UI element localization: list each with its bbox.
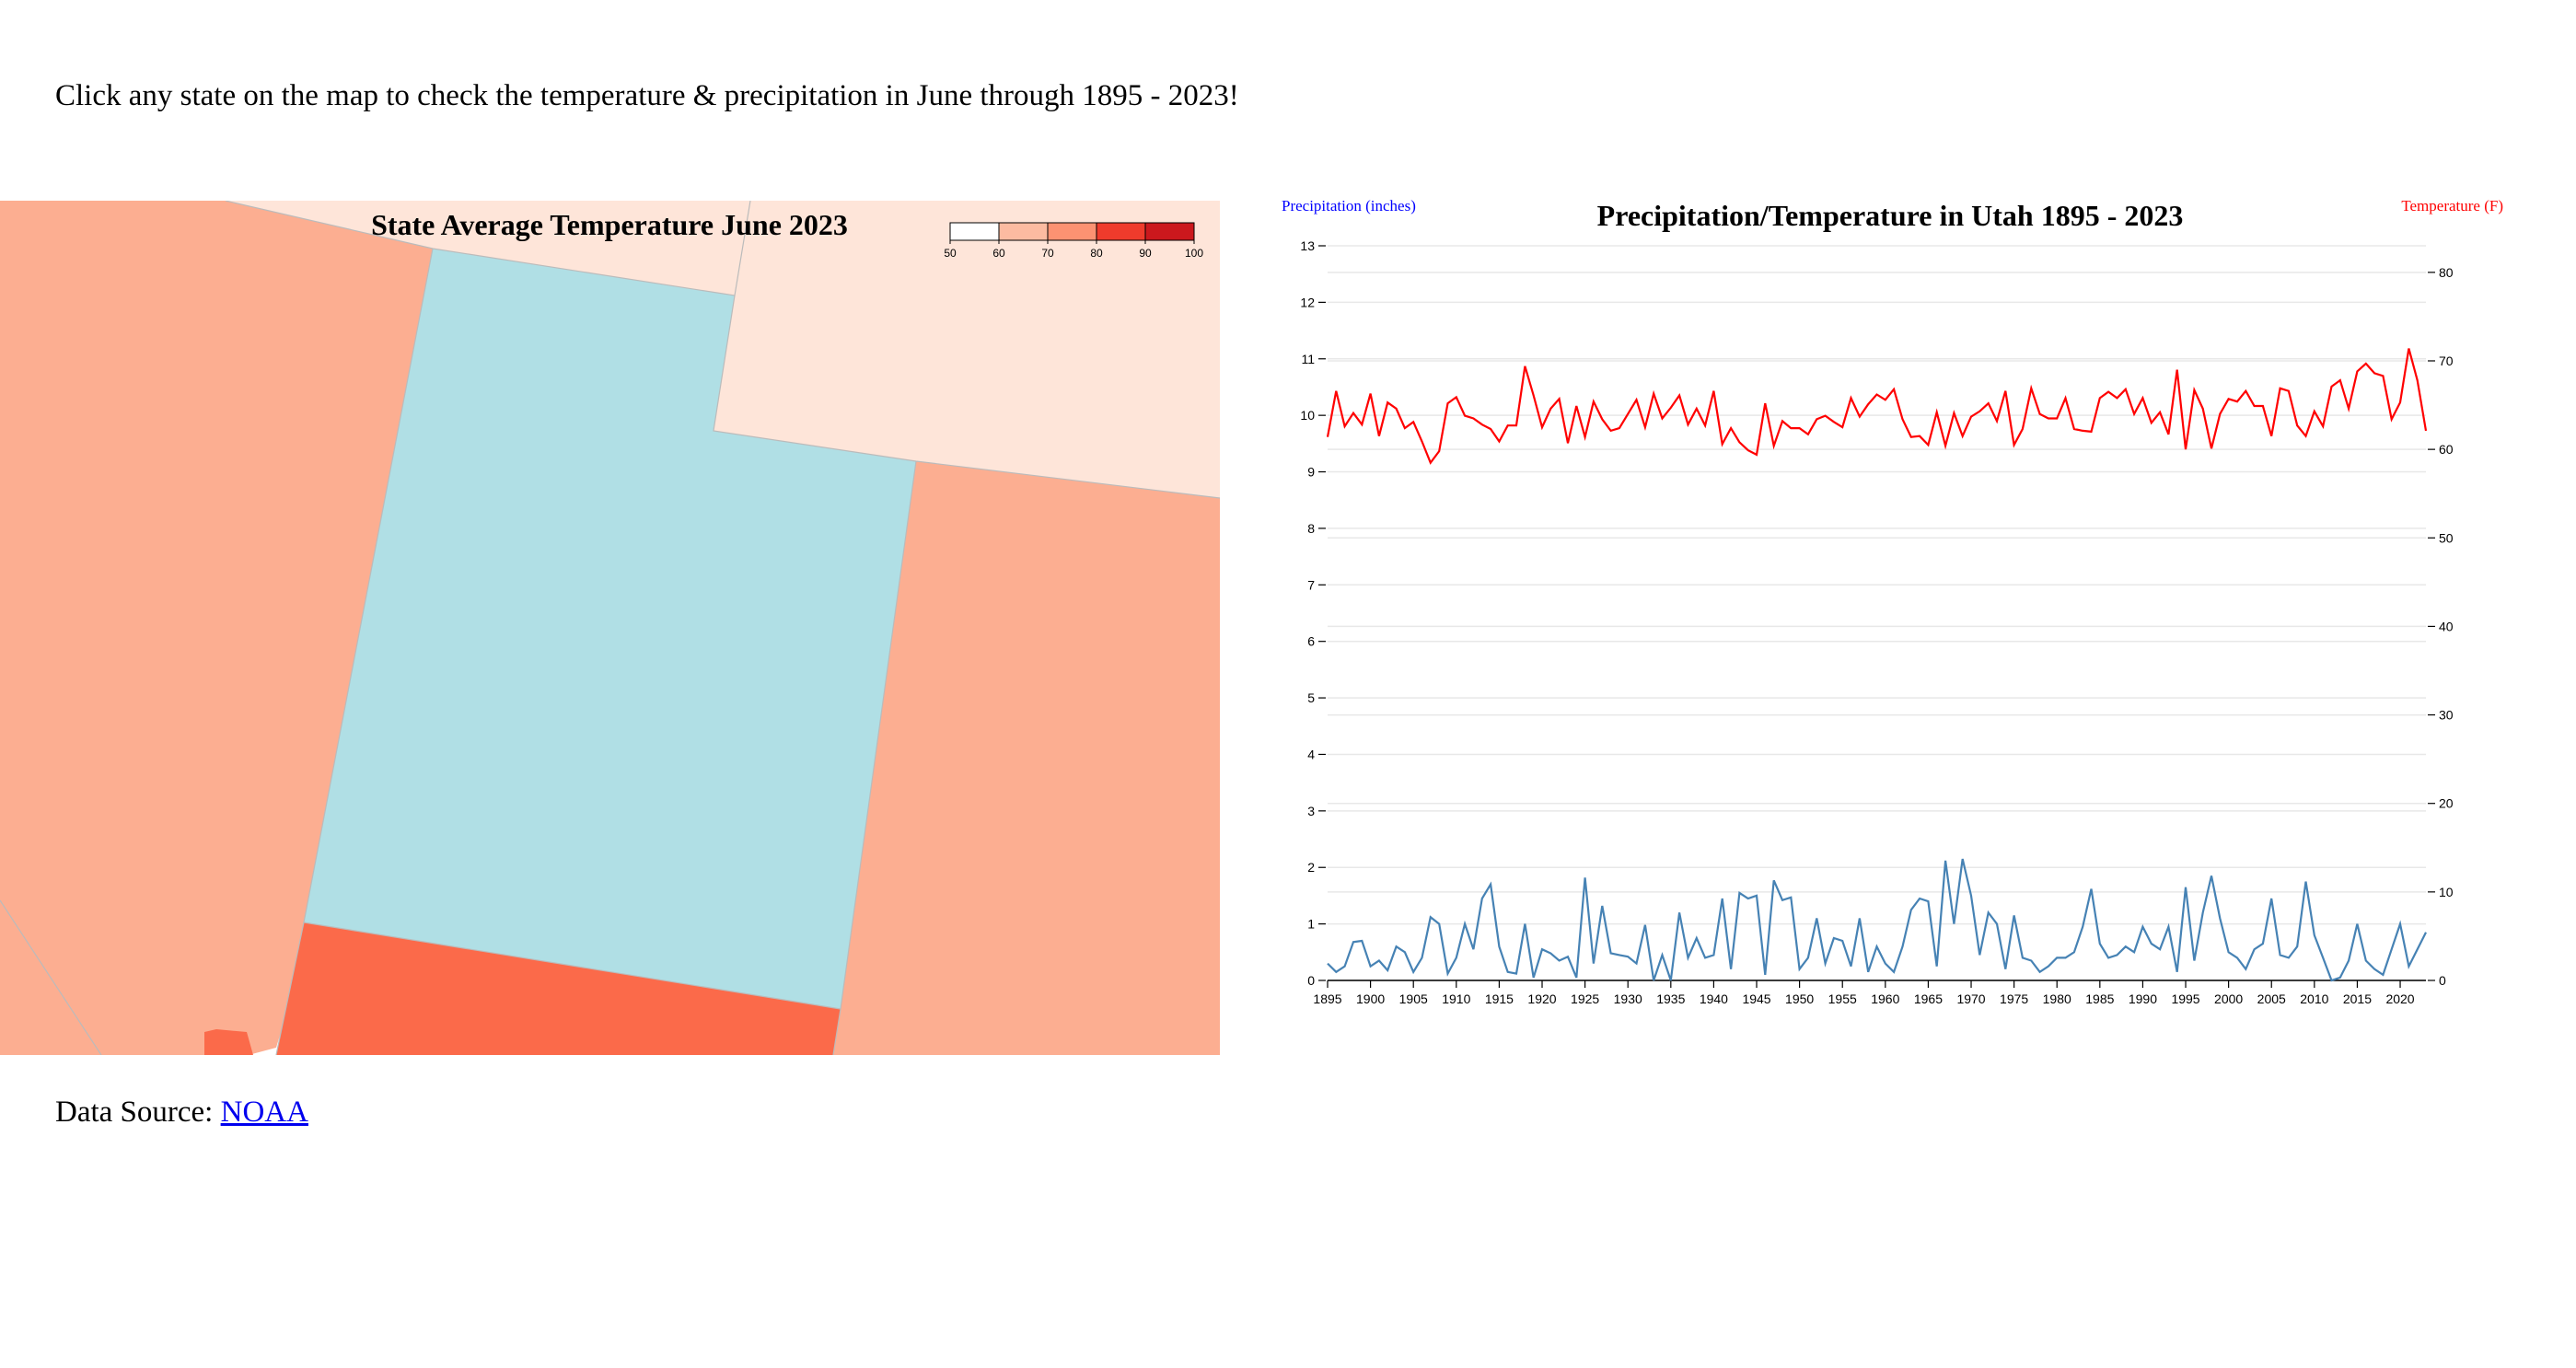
x-tick-label: 2010 <box>2300 991 2328 1006</box>
map-title: State Average Temperature June 2023 <box>371 208 848 241</box>
legend-swatch <box>1096 222 1146 241</box>
legend-tick-label: 100 <box>1185 247 1203 260</box>
x-tick-label: 1975 <box>2000 991 2028 1006</box>
y-left-tick-label: 4 <box>1307 747 1315 761</box>
data-source: Data Source: NOAA <box>55 1096 308 1130</box>
y-left-tick-label: 8 <box>1307 521 1315 536</box>
y-left-tick-label: 3 <box>1307 804 1315 818</box>
x-tick-label: 1925 <box>1571 991 1599 1006</box>
chart-gridlines <box>1328 245 2426 981</box>
legend-tick-label: 60 <box>992 247 1005 260</box>
y-left-tick-label: 9 <box>1307 465 1315 480</box>
x-tick-label: 1965 <box>1914 991 1943 1006</box>
legend-swatch <box>1047 222 1097 241</box>
x-tick-label: 1930 <box>1614 991 1642 1006</box>
y-right-tick-label: 0 <box>2439 973 2446 988</box>
x-tick-label: 1940 <box>1700 991 1728 1006</box>
legend-tick-label: 80 <box>1090 247 1103 260</box>
y-left-tick-label: 5 <box>1307 690 1315 705</box>
x-tick-label: 1905 <box>1399 991 1428 1006</box>
state-top-left-light[interactable] <box>226 201 750 296</box>
state-bottom-hot[interactable] <box>276 922 841 1055</box>
y-left-tick-label: 6 <box>1307 634 1315 649</box>
y-right-tick-label: 40 <box>2439 619 2454 633</box>
right-axis-label: Temperature (F) <box>2401 197 2503 214</box>
y-left-tick-label: 13 <box>1300 238 1315 253</box>
x-axis: 1895 1900 1905 1910 1915 1920 1925 1930 1935 1940… <box>1313 980 2426 1006</box>
instructions-text: Click any state on the map to check the … <box>55 79 1239 112</box>
x-tick-label: 1945 <box>1742 991 1770 1006</box>
state-right-medium[interactable] <box>833 461 1220 1055</box>
x-tick-label: 1960 <box>1871 991 1899 1006</box>
y-left-tick-label: 0 <box>1307 973 1315 988</box>
x-tick-label: 1910 <box>1442 991 1470 1006</box>
y-right-tick-label: 10 <box>2439 885 2454 899</box>
x-tick-label: 1935 <box>1656 991 1685 1006</box>
y-right-tick-label: 50 <box>2439 530 2454 545</box>
temperature-legend: 50 60 70 80 90 100 <box>944 222 1203 260</box>
y-right-tick-label: 20 <box>2439 796 2454 811</box>
precipitation-line <box>1327 858 2427 982</box>
y-left-tick-label: 7 <box>1307 577 1315 592</box>
y-right-tick-label: 70 <box>2439 354 2454 368</box>
x-tick-label: 1980 <box>2043 991 2071 1006</box>
x-tick-label: 1985 <box>2085 991 2114 1006</box>
temperature-line <box>1326 348 2428 465</box>
legend-tick-label: 70 <box>1041 247 1054 260</box>
y-right-tick-label: 80 <box>2439 265 2454 280</box>
us-state-map[interactable]: State Average Temperature June 2023 50 60… <box>0 201 1220 1055</box>
legend-swatch <box>1144 222 1195 241</box>
x-tick-label: 1920 <box>1527 991 1556 1006</box>
noaa-link[interactable]: NOAA <box>220 1096 308 1129</box>
x-tick-label: 1895 <box>1313 991 1341 1006</box>
x-tick-label: 1955 <box>1828 991 1857 1006</box>
chart-series <box>1326 348 2428 982</box>
x-tick-label: 1950 <box>1785 991 1814 1006</box>
state-bottom-small-hot[interactable] <box>204 1029 253 1055</box>
x-tick-label: 1970 <box>1956 991 1985 1006</box>
y-left-tick-label: 1 <box>1307 917 1315 932</box>
legend-swatch <box>998 222 1049 241</box>
y-left-tick-label: 2 <box>1307 860 1315 875</box>
y-left-tick-label: 10 <box>1300 408 1315 423</box>
y-left-tick-label: 11 <box>1301 352 1315 366</box>
legend-swatch <box>949 222 1000 241</box>
x-tick-label: 1995 <box>2171 991 2199 1006</box>
left-axis-label: Precipitation (inches) <box>1282 197 1416 214</box>
map-state-borders <box>0 201 1220 1055</box>
y-left-tick-label: 12 <box>1300 295 1315 309</box>
x-tick-label: 2000 <box>2214 991 2243 1006</box>
x-tick-label: 1990 <box>2129 991 2157 1006</box>
x-tick-label: 1915 <box>1485 991 1514 1006</box>
data-source-label: Data Source: <box>55 1096 221 1129</box>
chart-title: Precipitation/Temperature in Utah 1895 -… <box>1597 199 2184 232</box>
x-tick-label: 2005 <box>2257 991 2286 1006</box>
y-right-tick-label: 30 <box>2439 708 2454 723</box>
x-tick-label: 2020 <box>2385 991 2414 1006</box>
map-states <box>0 201 1220 1055</box>
state-top-right-light[interactable] <box>714 201 1220 498</box>
x-tick-label: 2015 <box>2343 991 2372 1006</box>
legend-tick-label: 50 <box>944 247 957 260</box>
x-tick-label: 1900 <box>1356 991 1385 1006</box>
y-right-tick-label: 60 <box>2439 442 2454 457</box>
right-y-axis: 0 10 20 30 40 50 60 70 80 <box>2428 265 2454 988</box>
legend-tick-label: 90 <box>1139 247 1152 260</box>
precip-temp-chart: Precipitation (inches) Temperature (F) P… <box>1282 197 2503 1006</box>
